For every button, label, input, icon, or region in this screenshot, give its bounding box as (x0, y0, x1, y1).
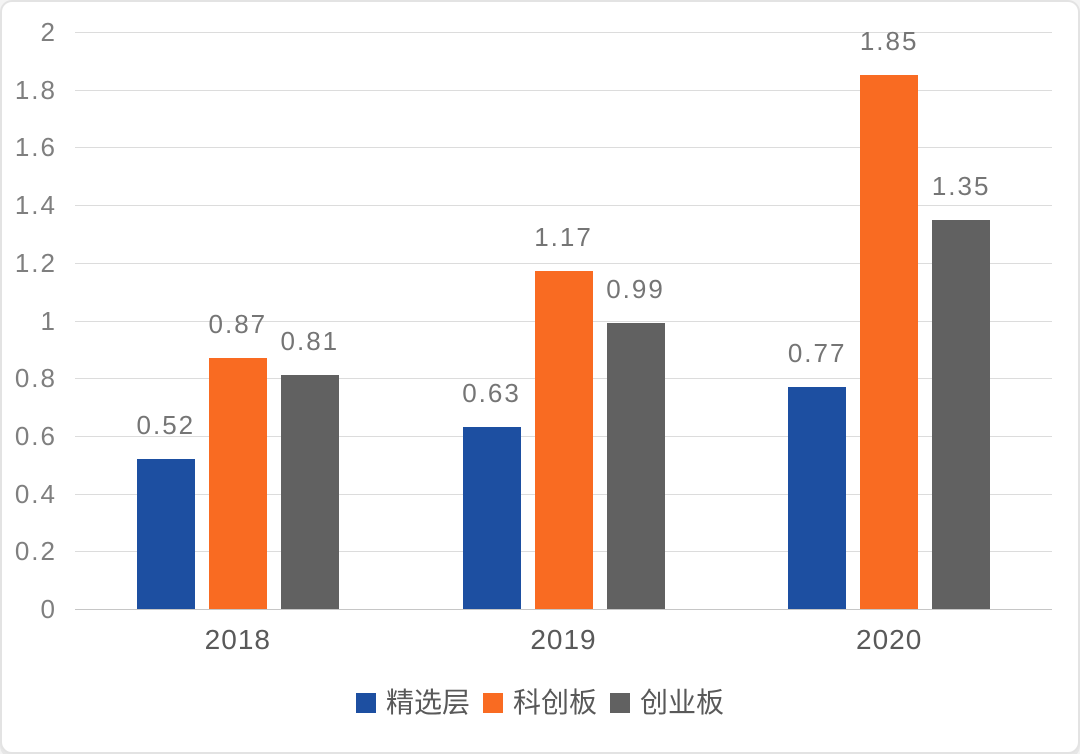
gridline-0 (75, 609, 1052, 610)
bar-2020-精选层: 0.77 (788, 339, 847, 609)
y-tick-label-1.6: 1.6 (14, 132, 57, 163)
y-tick-label-0.8: 0.8 (14, 363, 57, 394)
y-tick-label-1.2: 1.2 (14, 247, 57, 278)
legend-swatch-icon (355, 693, 376, 713)
bar-value-label: 0.63 (462, 378, 521, 409)
bar-2018-创业板: 0.81 (281, 327, 339, 609)
bar-2020-科创板: 1.85 (860, 27, 919, 609)
legend-label: 创业板 (640, 687, 725, 718)
x-tick-label-2020: 2020 (856, 624, 923, 655)
bar-value-label: 0.87 (208, 309, 268, 340)
bar-value-label: 1.35 (931, 170, 991, 201)
y-tick-label-0.2: 0.2 (14, 536, 57, 567)
bar-2018-科创板: 0.87 (209, 310, 267, 609)
bar-2018-精选层: 0.52 (137, 411, 195, 609)
legend-label: 精选层 (385, 687, 470, 718)
legend-item-科创板: 科创板 (482, 687, 597, 718)
x-tick-label-2019: 2019 (530, 624, 597, 655)
bar-2019-科创板: 1.17 (534, 223, 593, 609)
bar-group-2020: 0.77 1.85 1.35 (788, 27, 991, 609)
legend-label: 科创板 (512, 687, 597, 718)
legend-swatch-icon (610, 693, 630, 713)
bar-value-label: 0.52 (136, 409, 196, 440)
gridline-1.6 (75, 147, 1052, 149)
y-tick-label-0.6: 0.6 (14, 420, 57, 451)
legend: 精选层 科创板 创业板 (2, 688, 1078, 718)
legend-item-创业板: 创业板 (610, 688, 724, 718)
y-tick-label-0.4: 0.4 (14, 478, 57, 509)
y-tick-label-0: 0 (40, 594, 57, 624)
y-tick-label-1.4: 1.4 (14, 190, 57, 221)
legend-swatch-icon (482, 693, 503, 713)
bar-2019-精选层: 0.63 (462, 379, 521, 609)
y-tick-label-2: 2 (40, 17, 57, 47)
gridline-1.8 (75, 89, 1052, 91)
legend-item-精选层: 精选层 (355, 687, 470, 718)
gridline-1.4 (75, 205, 1052, 207)
plot-area: 0.52 0.87 0.81 0.63 1.17 0.99 0.77 1.85 1.35 (75, 27, 1052, 610)
y-tick-label-1: 1 (40, 305, 57, 336)
bar-value-label: 0.77 (787, 337, 847, 368)
bar-2020-创业板: 1.35 (932, 172, 991, 609)
gridline-1.2 (75, 262, 1052, 264)
bar-group-2019: 0.63 1.17 0.99 (462, 32, 665, 609)
bar-value-label: 1.17 (534, 222, 593, 253)
x-tick-label-2018: 2018 (204, 624, 271, 655)
bar-group-2018: 0.52 0.87 0.81 (137, 32, 339, 609)
bar-value-label: 0.99 (606, 274, 665, 305)
bar-value-label: 1.85 (859, 26, 919, 57)
gridline-2 (75, 32, 1052, 33)
bar-2019-创业板: 0.99 (606, 275, 665, 609)
y-tick-label-1.8: 1.8 (14, 74, 57, 105)
bar-value-label: 0.81 (280, 326, 340, 357)
